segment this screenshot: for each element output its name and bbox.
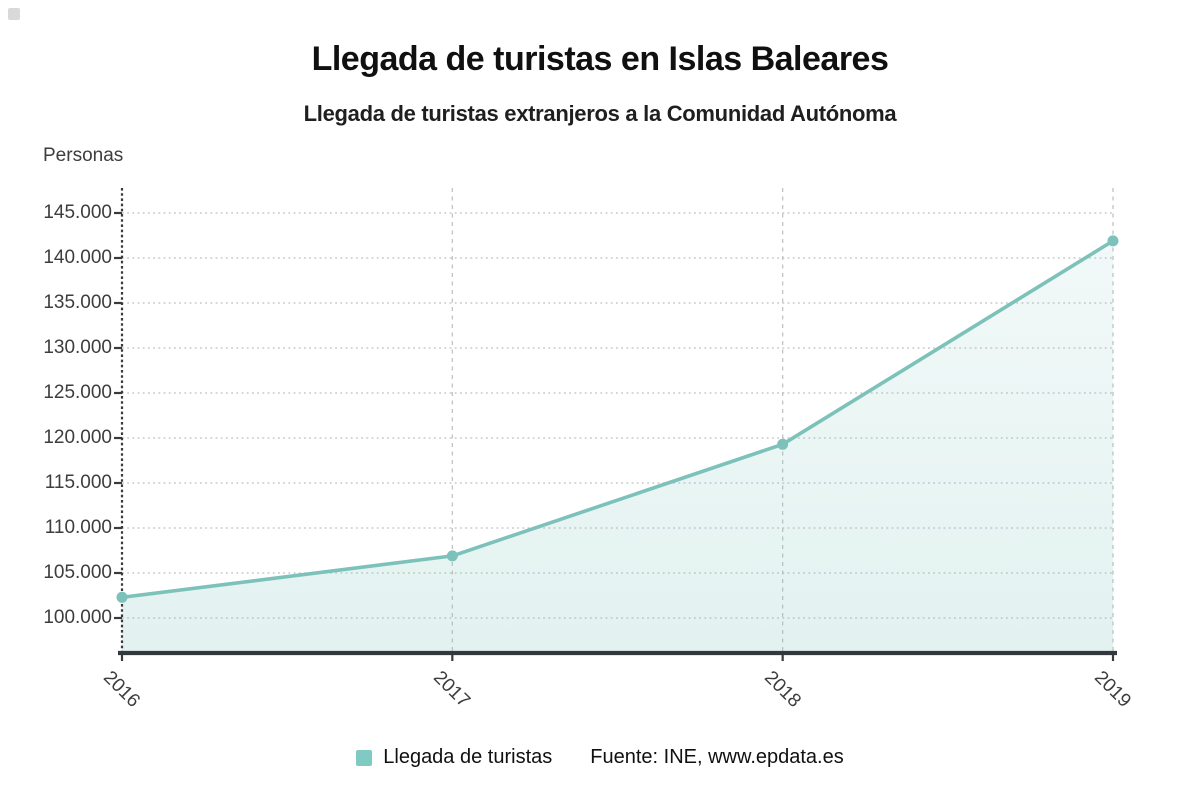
data-point-2017[interactable] (446, 550, 458, 562)
y-axis-unit-label: Personas (43, 145, 124, 166)
source-text: Fuente: INE, www.epdata.es (590, 746, 844, 768)
data-point-2019[interactable] (1107, 235, 1119, 247)
y-tick-label: 105.000 (43, 562, 112, 583)
series-line (120, 239, 1115, 600)
chart-subtitle: Llegada de turistas extranjeros a la Com… (303, 101, 897, 126)
y-tick-label: 135.000 (43, 292, 112, 313)
chart-title: Llegada de turistas en Islas Baleares (311, 40, 889, 78)
legend-label: Llegada de turistas (383, 746, 553, 768)
data-point-2018[interactable] (777, 438, 789, 450)
area-fill (122, 240, 1113, 651)
y-tick-label: 140.000 (43, 247, 112, 268)
y-tick-label: 125.000 (43, 382, 112, 403)
y-tick-label: 130.000 (43, 337, 112, 358)
legend-swatch (356, 749, 373, 766)
data-point-2016[interactable] (116, 591, 128, 603)
y-tick-label: 100.000 (43, 607, 112, 628)
legend-item-llegada-de-turistas[interactable]: Llegada de turistas (356, 746, 552, 769)
y-tick-label: 115.000 (44, 472, 112, 493)
chart-footer: Llegada de turistas Fuente: INE, www.epd… (0, 746, 1200, 769)
y-tick-label: 110.000 (44, 517, 112, 538)
y-tick-label: 120.000 (43, 427, 112, 448)
corner-mark (8, 8, 20, 20)
y-tick-label: 145.000 (43, 202, 112, 223)
